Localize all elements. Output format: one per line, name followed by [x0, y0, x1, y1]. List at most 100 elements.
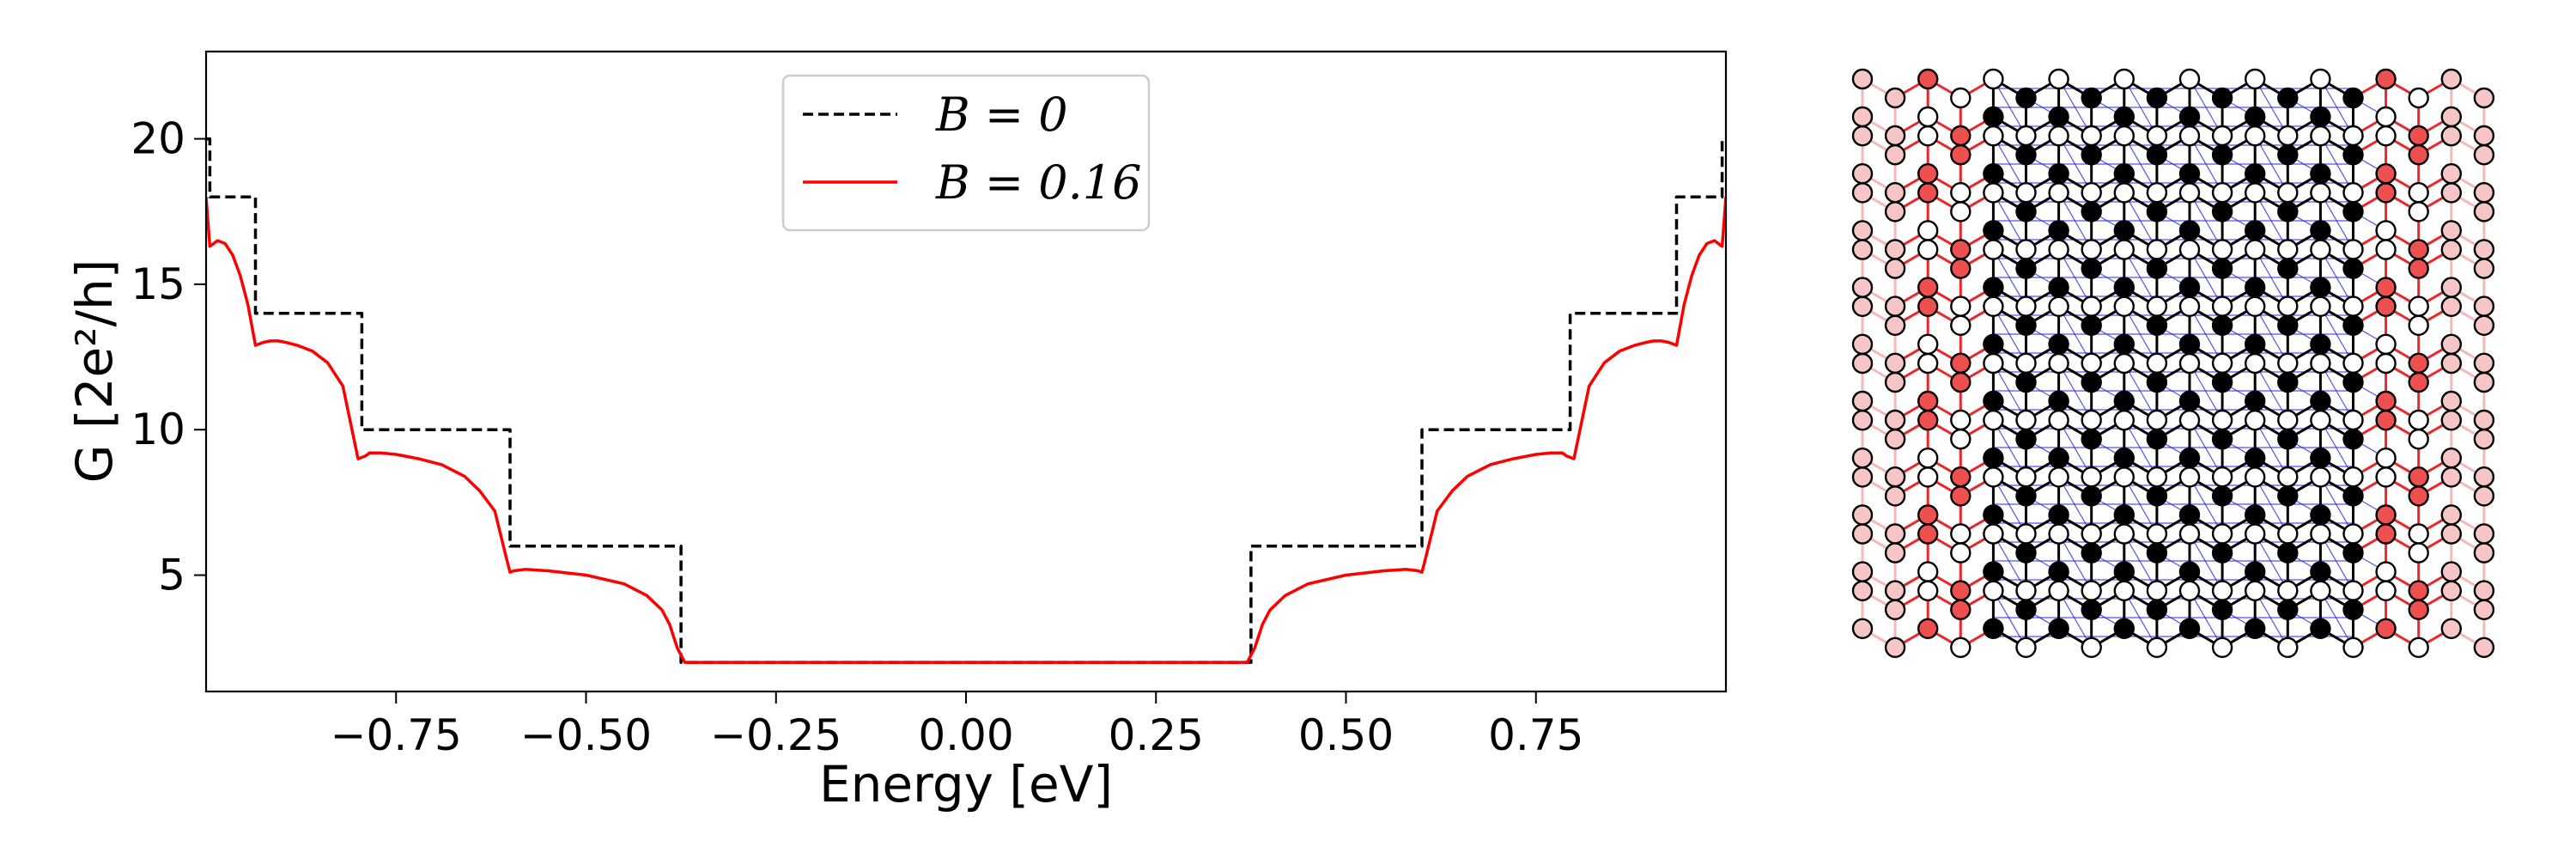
lattice-site: [2310, 333, 2331, 355]
hopping-line: [2058, 249, 2093, 307]
lattice-site: [2440, 162, 2463, 185]
lattice-site: [2440, 333, 2463, 355]
lattice-site: [2113, 220, 2136, 241]
lattice-site: [2277, 523, 2299, 545]
lattice-site: [2473, 181, 2495, 204]
lattice-site: [2081, 239, 2102, 260]
lattice-site: [2146, 542, 2168, 564]
lattice-site: [2081, 87, 2102, 109]
lattice-site: [2473, 466, 2495, 488]
lattice-site: [1851, 410, 1874, 431]
lattice-site: [1884, 409, 1906, 431]
lattice-site: [2473, 258, 2495, 279]
lattice-site: [2081, 201, 2102, 222]
hopping-line: [1992, 192, 2027, 250]
lattice-site: [1884, 485, 1906, 507]
lattice-site: [2081, 485, 2102, 507]
lattice-site: [2310, 162, 2331, 185]
lattice-site: [2375, 277, 2397, 298]
lattice-site: [1851, 504, 1874, 526]
lattice-site: [1851, 125, 1874, 147]
lattice-site: [2440, 295, 2463, 317]
lattice-site: [2048, 352, 2069, 375]
lattice-site: [2375, 162, 2397, 185]
lattice-site: [2342, 181, 2364, 204]
hopping-line: [2254, 78, 2288, 137]
lattice-site: [2342, 466, 2364, 488]
lattice-site: [2048, 333, 2069, 355]
lattice-site: [2408, 125, 2429, 147]
lattice-site: [2178, 410, 2201, 431]
lattice-site: [2015, 599, 2037, 620]
lattice-site: [2408, 314, 2429, 336]
y-tick-label: 20: [131, 114, 185, 164]
hopping-line: [1992, 533, 2027, 591]
lattice-site: [2081, 429, 2102, 450]
lattice-site: [1884, 295, 1906, 317]
lattice-site: [2081, 466, 2102, 488]
hopping-line: [2123, 135, 2158, 193]
lattice-site: [1983, 125, 2004, 147]
lattice-site: [2178, 295, 2201, 317]
lattice-site: [2244, 618, 2266, 639]
lattice-site: [2244, 523, 2266, 545]
lattice-site: [1851, 106, 1874, 128]
lattice-site: [2277, 201, 2299, 222]
hopping-line: [2058, 533, 2093, 591]
lattice-site: [2310, 390, 2331, 412]
lattice-site: [2211, 599, 2233, 620]
lattice-site: [1851, 333, 1874, 355]
lattice-site: [2178, 390, 2201, 412]
hopping-line: [2189, 249, 2223, 307]
lattice-site: [2048, 68, 2069, 90]
lattice-site: [2211, 239, 2233, 260]
lattice-site: [2473, 580, 2495, 601]
lattice-site: [1884, 352, 1906, 374]
lattice-site: [2408, 239, 2429, 260]
lattice-site: [2113, 504, 2136, 526]
lattice-site: [1917, 277, 1939, 298]
lattice-site: [2178, 561, 2201, 582]
hopping-line: [2058, 419, 2093, 478]
lattice-site: [2440, 618, 2463, 639]
lattice-site: [1950, 542, 1971, 564]
lattice-site: [2211, 580, 2233, 601]
lattice-site: [2375, 618, 2397, 639]
lattice-site: [1851, 182, 1874, 204]
lattice-site: [2473, 523, 2495, 545]
lattice-site: [1917, 466, 1939, 488]
hopping-line: [2254, 135, 2288, 193]
hopping-line: [2319, 590, 2354, 649]
lattice-site: [2178, 352, 2201, 375]
lattice-site: [2277, 485, 2299, 507]
lattice-site: [2081, 258, 2102, 279]
lattice-site: [2342, 371, 2364, 393]
hopping-line: [2189, 533, 2223, 591]
lattice-site: [2113, 410, 2136, 431]
lattice-site: [2048, 162, 2069, 185]
lattice-site: [2048, 390, 2069, 412]
lattice-site: [1983, 466, 2004, 488]
lattice-site: [2048, 504, 2069, 526]
lattice-site: [2015, 409, 2037, 431]
lattice-site: [2342, 87, 2364, 109]
lattice-site: [2342, 485, 2364, 507]
lattice-site: [1983, 220, 2004, 241]
lattice-site: [2244, 220, 2266, 241]
x-axis-label: Energy [eV]: [819, 755, 1113, 813]
lattice-site: [1950, 201, 1971, 222]
lattice-site: [2310, 295, 2331, 317]
lattice-site: [1851, 448, 1874, 469]
hopping-line: [2254, 249, 2288, 307]
lattice-site: [2113, 125, 2136, 147]
lattice-site: [2211, 352, 2233, 374]
lattice-site: [1884, 637, 1906, 658]
lattice-site: [2146, 466, 2168, 488]
lattice-site: [2440, 561, 2463, 582]
lattice-site: [2408, 258, 2429, 279]
hopping-line: [2123, 533, 2158, 591]
lattice-site: [2277, 637, 2299, 658]
lattice-site: [2244, 182, 2266, 204]
lattice-site: [1917, 352, 1939, 375]
lattice-site: [2048, 239, 2069, 260]
